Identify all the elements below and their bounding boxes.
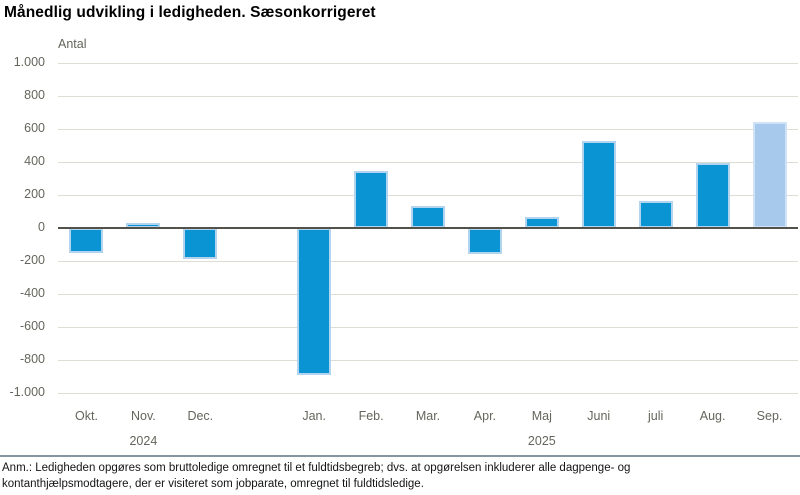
y-tick-label: 400 (24, 154, 45, 168)
bar (411, 205, 445, 228)
bar (581, 140, 616, 228)
bar (638, 200, 673, 228)
bar (695, 162, 730, 228)
chart-title: Månedlig udvikling i ledigheden. Sæsonko… (4, 4, 376, 21)
gridline (58, 96, 798, 97)
y-tick-label: 800 (24, 88, 45, 102)
bar (467, 228, 502, 255)
y-tick-label: 1.000 (13, 55, 45, 69)
gridline (58, 63, 798, 64)
x-tick-label: Feb. (358, 409, 384, 423)
x-tick-label: Apr. (473, 409, 497, 423)
bar (354, 171, 389, 228)
gridline (58, 162, 798, 163)
y-tick-label: 600 (24, 121, 45, 135)
x-tick-label: Sep. (756, 409, 783, 423)
gridline (58, 393, 798, 394)
x-tick-label: juli (648, 409, 664, 423)
zero-axis-line (58, 227, 798, 229)
x-tick-label: Maj (531, 409, 552, 423)
footnote: Anm.: Ledigheden opgøres som bruttoledig… (2, 460, 798, 492)
x-tick-label: Nov. (130, 409, 156, 423)
x-tick-label: Aug. (699, 409, 726, 423)
x-tick-label: Mar. (415, 409, 441, 423)
bar (183, 228, 218, 260)
bar (126, 223, 161, 228)
bar (752, 121, 787, 228)
gridline (58, 195, 798, 196)
footnote-line: Anm.: Ledigheden opgøres som bruttoledig… (2, 462, 631, 474)
bar (69, 228, 104, 253)
gridline (58, 327, 798, 328)
gridline (58, 261, 798, 262)
year-label: 2025 (527, 434, 556, 448)
x-tick-label: Juni (587, 409, 611, 423)
gridline (58, 294, 798, 295)
x-tick-label: Okt. (75, 409, 98, 423)
y-tick-label: 0 (38, 220, 45, 234)
bar (297, 228, 332, 375)
y-tick-label: -200 (19, 253, 45, 267)
year-label: 2024 (129, 434, 158, 448)
y-tick-label: -800 (19, 352, 45, 366)
y-axis-unit-label: Antal (58, 37, 87, 51)
gridline (58, 360, 798, 361)
x-tick-label: Jan. (302, 409, 326, 423)
footnote-line: kontanthjælpsmodtagere, der er visiteret… (2, 478, 424, 490)
y-tick-label: -400 (19, 286, 45, 300)
gridline (58, 129, 798, 130)
y-tick-label: 200 (24, 187, 45, 201)
y-tick-label: -600 (19, 319, 45, 333)
x-tick-label: Dec. (187, 409, 214, 423)
footer-divider (0, 455, 800, 457)
y-tick-label: -1.000 (9, 385, 45, 399)
